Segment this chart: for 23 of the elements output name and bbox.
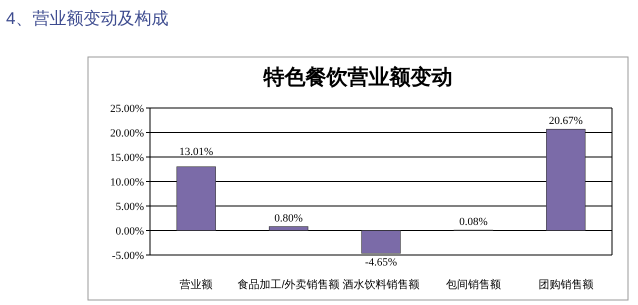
- data-label: 0.08%: [459, 216, 488, 228]
- x-tick-label: 包间销售额: [446, 278, 501, 291]
- y-tick-label: 25.00%: [110, 103, 144, 115]
- y-tick-label: 10.00%: [110, 176, 144, 188]
- y-tick-label: 5.00%: [116, 201, 144, 213]
- chart-title: 特色餐饮营业额变动: [262, 65, 452, 89]
- y-tick-label: 20.00%: [110, 128, 144, 140]
- y-tick-label: 15.00%: [110, 152, 144, 164]
- x-tick-label: 食品加工/外卖销售额: [238, 278, 340, 291]
- data-label: -4.65%: [364, 256, 398, 268]
- bar: [546, 128, 586, 231]
- bar: [361, 230, 401, 254]
- text: 4、营业额变动及构成: [6, 9, 168, 28]
- y-tick-label: -5.00%: [112, 250, 144, 262]
- data-label: 0.80%: [274, 212, 303, 225]
- data-label: 13.01%: [179, 146, 214, 158]
- data-label: 20.67%: [548, 115, 583, 128]
- y-tick-label: 0.00%: [116, 226, 144, 238]
- bar: [176, 166, 216, 231]
- bar: [268, 226, 308, 231]
- x-tick-label: 团购销售额: [538, 278, 594, 291]
- x-tick-label: 酒水饮料销售额: [342, 278, 420, 291]
- x-tick-label: 营业额: [180, 278, 213, 291]
